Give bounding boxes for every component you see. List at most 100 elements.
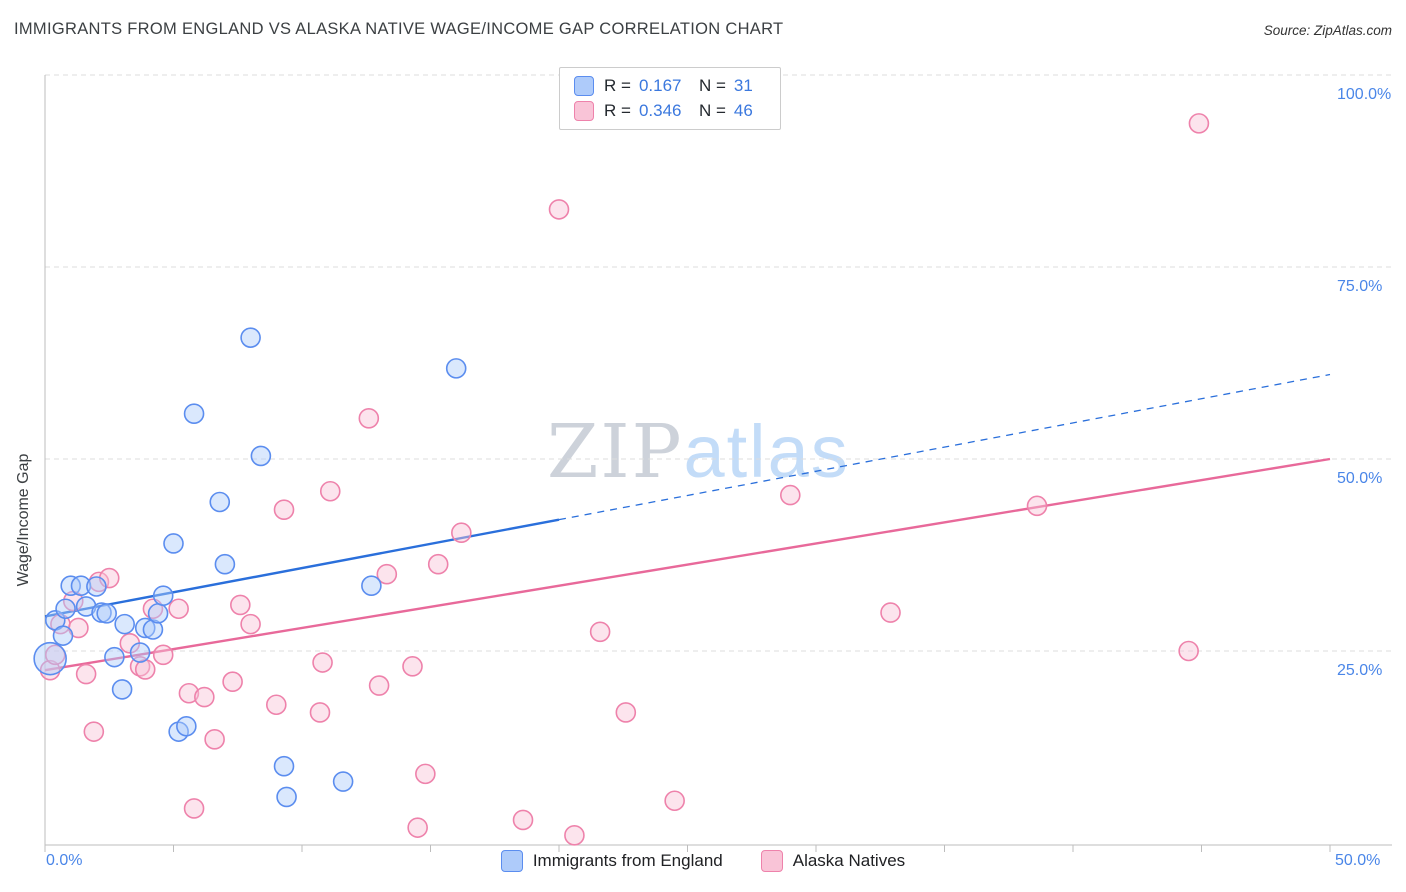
point-alaska[interactable] [548,199,570,220]
england-legend-swatch [500,850,523,872]
point-alaska[interactable] [152,644,174,666]
point-alaska[interactable] [75,663,97,685]
point-england[interactable] [163,533,184,554]
point-alaska[interactable] [204,729,225,750]
legend-item-england: Immigrants from England [500,850,723,872]
y-tick-75: 75.0% [1337,278,1383,295]
alaska-swatch [574,101,594,121]
point-alaska[interactable] [427,553,449,575]
point-england[interactable] [209,491,231,513]
point-england[interactable] [104,646,125,668]
point-england[interactable] [361,575,382,597]
point-alaska[interactable] [615,702,637,723]
y-tick-25: 25.0% [1337,662,1383,679]
point-england[interactable] [111,679,133,700]
point-alaska[interactable] [415,763,436,785]
source-link[interactable]: Source: ZipAtlas.com [1263,23,1392,38]
point-england[interactable] [445,358,467,379]
point-alaska[interactable] [512,809,534,831]
point-alaska[interactable] [168,598,189,620]
point-england[interactable] [96,603,117,624]
x-tick-50: 50.0% [1335,852,1381,869]
r-value: 0.346 [638,101,682,120]
england-swatch [574,76,594,96]
point-alaska[interactable] [265,694,287,716]
point-alaska[interactable] [589,621,611,643]
point-alaska[interactable] [312,652,333,673]
point-alaska[interactable] [368,675,390,696]
point-england[interactable] [75,596,97,617]
point-alaska[interactable] [240,613,261,635]
point-england[interactable] [273,755,295,777]
point-alaska[interactable] [183,798,205,819]
point-alaska[interactable] [83,721,105,742]
point-alaska[interactable] [451,522,472,544]
point-alaska[interactable] [134,659,156,680]
point-alaska[interactable] [880,602,901,623]
n-value: 31 [733,76,753,95]
series-legend: Immigrants from England Alaska Natives [0,850,1406,872]
n-value: 46 [733,101,753,120]
point-england[interactable] [52,625,74,646]
point-england[interactable] [250,445,272,467]
point-alaska[interactable] [376,563,398,585]
point-alaska[interactable] [664,790,685,812]
point-england[interactable] [142,619,164,640]
x-tick-0: 0.0% [46,852,83,869]
trend-line-alaska [44,457,1331,672]
r-label: R = [604,101,631,120]
page-title: IMMIGRANTS FROM ENGLAND VS ALASKA NATIVE… [14,20,784,38]
point-alaska[interactable] [178,682,200,704]
point-alaska[interactable] [39,659,61,681]
point-alaska[interactable] [273,499,295,520]
alaska-legend-label: Alaska Natives [792,851,906,870]
n-label: N = [698,101,726,120]
point-alaska[interactable] [319,480,341,502]
england-legend-label: Immigrants from England [532,851,723,870]
point-england[interactable] [276,786,297,808]
point-england[interactable] [183,403,205,424]
point-alaska[interactable] [309,702,331,723]
point-alaska[interactable] [222,671,243,693]
point-england[interactable] [240,327,261,348]
point-england[interactable] [86,576,107,597]
zipatlas-watermark: ZIPatlas [547,415,850,490]
point-alaska[interactable] [402,656,423,677]
point-england[interactable] [70,575,92,597]
point-alaska[interactable] [230,594,251,616]
y-tick-100: 100.0% [1337,86,1392,103]
point-alaska[interactable] [1026,495,1048,517]
n-label: N = [698,76,726,95]
point-alaska[interactable] [779,484,801,506]
point-england[interactable] [33,641,67,676]
point-alaska[interactable] [1178,640,1199,662]
y-tick-50: 50.0% [1337,470,1383,487]
point-alaska[interactable] [1188,113,1210,134]
legend-row-alaska: R = 0.346 N = 46 [574,101,762,121]
point-england[interactable] [55,598,76,620]
watermark-zip: ZIP [547,409,684,495]
point-alaska[interactable] [194,686,215,708]
watermark-atlas: atlas [683,410,850,493]
correlation-stats-legend: R = 0.167 N = 31 R = 0.346 N = 46 [559,67,781,130]
legend-item-alaska: Alaska Natives [760,850,906,872]
legend-row-england: R = 0.167 N = 31 [574,76,762,96]
point-england[interactable] [134,617,156,639]
point-alaska[interactable] [44,644,66,666]
point-england[interactable] [147,603,169,624]
point-england[interactable] [176,715,197,737]
point-alaska[interactable] [564,825,585,846]
point-england[interactable] [214,553,236,575]
point-england[interactable] [114,613,135,635]
trend-line-england-extrapolated [558,373,1331,521]
trend-line-england [44,518,560,618]
point-alaska[interactable] [358,407,380,429]
point-alaska[interactable] [407,817,428,838]
point-england[interactable] [152,585,174,607]
point-england[interactable] [332,771,354,792]
r-value: 0.167 [638,76,682,95]
r-label: R = [604,76,631,95]
point-england[interactable] [129,642,151,663]
